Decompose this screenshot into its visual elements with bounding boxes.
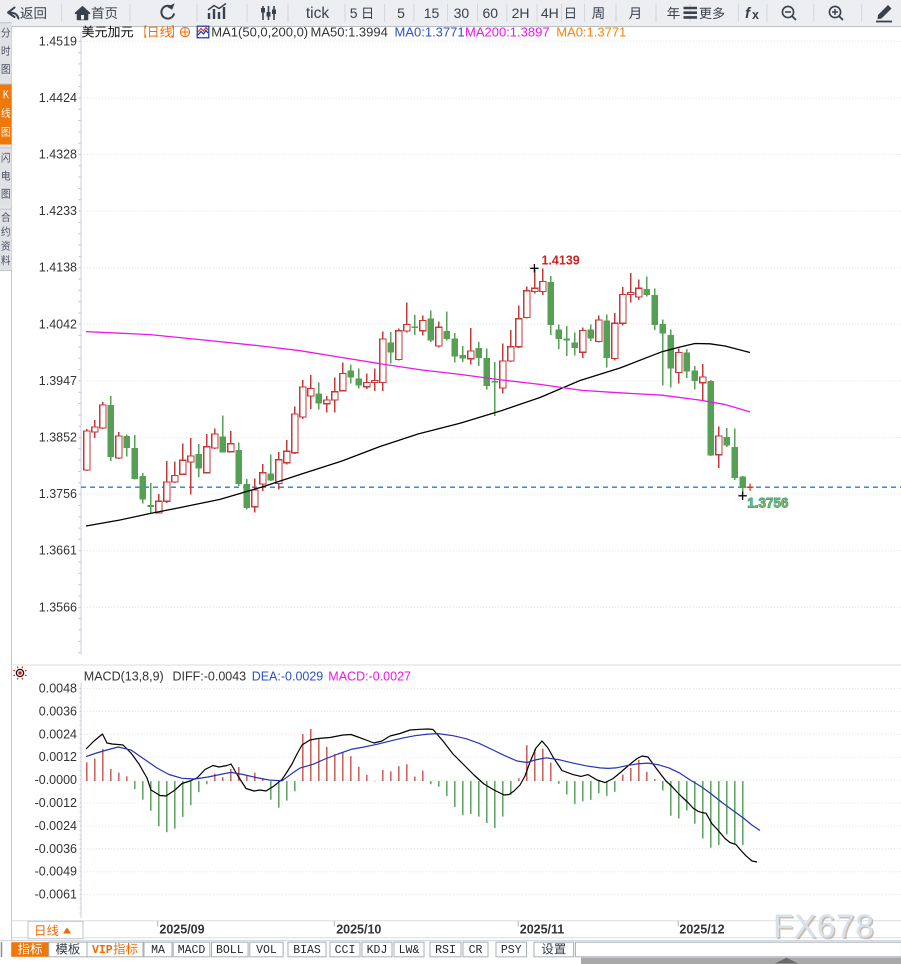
svg-text:5: 5 (397, 5, 405, 21)
svg-text:BOLL: BOLL (216, 944, 244, 957)
svg-text:VOL: VOL (256, 944, 277, 957)
svg-text:2025/09: 2025/09 (159, 923, 204, 937)
svg-text:MACD(13,8,9): MACD(13,8,9) (84, 670, 164, 684)
svg-text:MACD:-0.0027: MACD:-0.0027 (328, 670, 411, 684)
svg-text:1.4328: 1.4328 (39, 148, 77, 162)
svg-text:1.3566: 1.3566 (39, 600, 77, 614)
svg-text:0.0048: 0.0048 (39, 682, 77, 696)
svg-text:1.3852: 1.3852 (39, 431, 77, 445)
svg-text:1.3756: 1.3756 (39, 487, 77, 501)
svg-text:MACD: MACD (178, 944, 206, 957)
svg-text:30: 30 (454, 5, 470, 21)
svg-text:MA200:1.3897: MA200:1.3897 (465, 25, 550, 40)
svg-text:15: 15 (424, 5, 440, 21)
svg-text:DIFF:-0.0043: DIFF:-0.0043 (173, 670, 247, 684)
svg-text:0.0012: 0.0012 (39, 750, 77, 764)
svg-text:-0.0024: -0.0024 (35, 819, 77, 833)
svg-text:1.3947: 1.3947 (39, 374, 77, 388)
svg-text:1.4138: 1.4138 (39, 261, 77, 275)
svg-text:2025/11: 2025/11 (520, 923, 565, 937)
svg-text:4H: 4H (541, 5, 559, 21)
svg-text:MA: MA (151, 944, 165, 957)
svg-text:LW&: LW& (399, 944, 420, 957)
svg-text:1.4233: 1.4233 (39, 204, 77, 218)
svg-text:CR: CR (469, 944, 483, 957)
svg-text:2025/12: 2025/12 (679, 923, 724, 937)
svg-text:5: 5 (350, 5, 358, 21)
svg-text:1.4139: 1.4139 (542, 254, 580, 268)
svg-text:2H: 2H (512, 5, 530, 21)
svg-text:-0.0012: -0.0012 (35, 796, 77, 810)
svg-text:2025/10: 2025/10 (336, 923, 381, 937)
svg-text:0.0036: 0.0036 (39, 704, 77, 718)
svg-text:MA0:1.3771: MA0:1.3771 (395, 25, 465, 40)
svg-text:-0.0049: -0.0049 (35, 865, 77, 879)
svg-text:1.4042: 1.4042 (39, 317, 77, 331)
svg-text:1.4424: 1.4424 (39, 91, 77, 105)
svg-text:f: f (745, 5, 752, 22)
svg-text:DEA:-0.0029: DEA:-0.0029 (252, 670, 324, 684)
svg-text:KDJ: KDJ (367, 944, 388, 957)
svg-text:60: 60 (483, 5, 499, 21)
svg-text:FX678: FX678 (773, 909, 874, 946)
svg-text:MA1(50,0,200,0): MA1(50,0,200,0) (211, 25, 308, 40)
svg-text:-0.0036: -0.0036 (35, 842, 77, 856)
svg-text:MA50:1.3994: MA50:1.3994 (311, 25, 388, 40)
svg-text:VIP: VIP (92, 944, 113, 957)
svg-text:0.0024: 0.0024 (39, 727, 77, 741)
svg-text:-0.0000: -0.0000 (35, 773, 77, 787)
svg-text:BIAS: BIAS (293, 944, 321, 957)
svg-text:RSI: RSI (435, 944, 456, 957)
svg-text:x: x (752, 8, 759, 22)
svg-text:CCI: CCI (335, 944, 356, 957)
svg-text:-0.0061: -0.0061 (35, 888, 77, 902)
svg-text:1.4519: 1.4519 (39, 34, 77, 48)
svg-text:MA0:1.3771: MA0:1.3771 (556, 25, 626, 40)
svg-text:PSY: PSY (501, 944, 522, 957)
svg-text:1.3661: 1.3661 (39, 544, 77, 558)
svg-text:tick: tick (306, 5, 330, 22)
svg-text:1.3756: 1.3756 (747, 496, 789, 511)
